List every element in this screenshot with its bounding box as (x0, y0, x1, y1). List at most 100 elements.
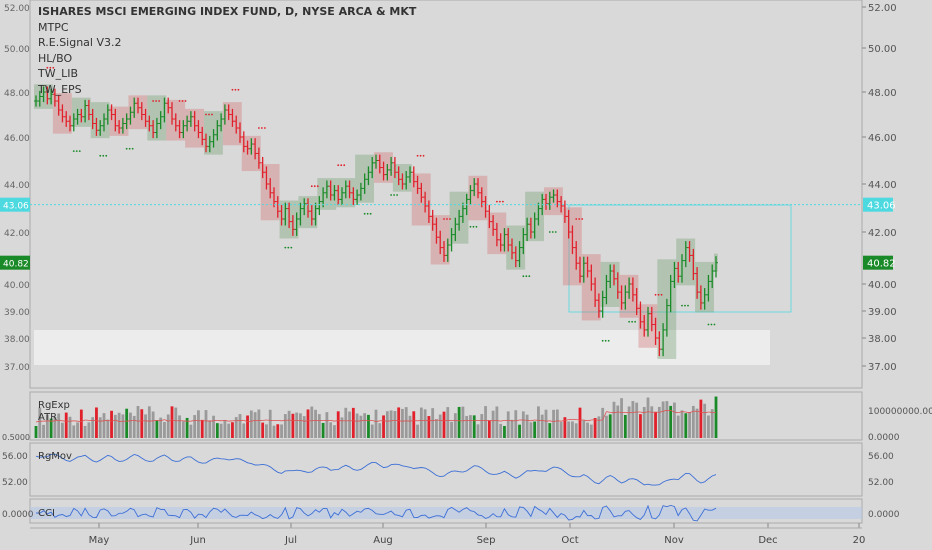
volume-bar (170, 406, 174, 438)
stop-dot (102, 154, 105, 157)
volume-bar (219, 423, 223, 438)
indicator-twlib[interactable]: TW_LIB (38, 67, 79, 80)
atr-line (647, 411, 652, 413)
volume-bar (465, 415, 469, 438)
volume-bar (261, 422, 265, 438)
stop-dot (181, 100, 184, 102)
stop-dot (607, 339, 610, 342)
volume-bar (329, 422, 333, 438)
price-tick-label: 42.00 (868, 228, 897, 239)
left-price-tick-label: 52.00 (4, 4, 30, 14)
volume-bar (521, 411, 525, 438)
indicator-mtpc[interactable]: MTPC (38, 20, 69, 34)
volume-bar (597, 416, 601, 438)
atr-line (704, 411, 709, 414)
signal-box (695, 261, 714, 313)
stop-dot (105, 154, 108, 157)
stop-dot (234, 88, 237, 91)
price-tick-label: 44.00 (868, 180, 897, 191)
volume-bar (552, 409, 555, 438)
atr-line (111, 419, 116, 422)
volume-bar (265, 424, 268, 438)
volume-bar (283, 414, 287, 438)
current-price-label-bg (863, 255, 893, 270)
volume-bar (665, 401, 669, 438)
volume-bar (129, 412, 132, 438)
volume-bar (42, 424, 45, 438)
volume-bar (159, 417, 163, 438)
volume-bar (661, 401, 665, 438)
stop-dot (684, 304, 686, 307)
volume-bar (503, 425, 506, 438)
volume-bar (79, 409, 83, 438)
volume-bar (197, 410, 200, 438)
stop-dot (554, 231, 557, 233)
volume-bar (669, 405, 673, 438)
volume-bar (321, 422, 325, 438)
stop-dot (710, 323, 713, 326)
volume-bar (487, 420, 491, 438)
stop-dot (446, 218, 448, 220)
volume-bar (189, 424, 193, 438)
indicator-hlbo[interactable]: HL/BO (38, 51, 73, 65)
volume-bar (627, 406, 631, 438)
stop-dot (155, 100, 158, 102)
rgmov-label[interactable]: RgMov (38, 451, 72, 462)
price-tick-label: 52.00 (868, 3, 897, 14)
volume-bar (348, 411, 351, 438)
stop-dot (211, 113, 213, 116)
stop-dot (713, 323, 716, 326)
volume-bar (174, 407, 178, 438)
x-tick-label: Aug (373, 535, 393, 546)
volume-bar (340, 417, 344, 438)
rgexp-label[interactable]: RgExp (38, 400, 70, 411)
atr-line (289, 419, 293, 422)
price-tick-label: 39.00 (868, 307, 897, 318)
volume-bar (306, 409, 310, 438)
volume-bar (163, 421, 166, 438)
volume-bar (419, 407, 423, 438)
volume-bar (200, 419, 204, 438)
volume-bar (234, 417, 238, 438)
rgmov-tick-label: 52.00 (868, 478, 894, 488)
cci-label[interactable]: CCI (38, 508, 55, 519)
stop-dot (52, 66, 55, 69)
volume-bar (117, 412, 121, 438)
indicator-tweps[interactable]: TW_EPS (38, 82, 82, 96)
volume-bar (472, 415, 476, 438)
stop-dot (152, 100, 155, 102)
volume-bar (476, 424, 480, 438)
x-tick-label: Sep (477, 535, 496, 546)
volume-bar (646, 397, 650, 438)
volume-bar (378, 423, 382, 438)
chart-title: ISHARES MSCI EMERGING INDEX FUND, D, NYS… (38, 5, 417, 18)
stop-dot (49, 66, 52, 69)
volume-bar (514, 410, 518, 438)
atr-line (190, 420, 195, 422)
volume-bar (559, 422, 563, 438)
volume-bar (495, 406, 499, 438)
volume-bar (310, 406, 314, 438)
volume-bar (287, 410, 291, 438)
volume-bar (491, 410, 495, 438)
volume-bar (393, 410, 397, 438)
volume-bar (435, 419, 438, 438)
atr-line (35, 420, 40, 423)
indicator-resignal[interactable]: R.E.Signal V3.2 (38, 36, 122, 49)
level-price-label: 43.06 (867, 201, 896, 212)
volume-bar (427, 416, 431, 438)
volume-bar (707, 415, 710, 438)
atr-label[interactable]: ATR (38, 412, 58, 423)
volume-bar (423, 409, 427, 438)
left-level-label-bg (0, 197, 30, 212)
atr-line (542, 420, 547, 422)
volume-bar (110, 410, 113, 438)
atr-line (564, 419, 569, 421)
volume-bar (166, 414, 170, 438)
x-tick-label: Jul (284, 535, 297, 546)
stop-dot (313, 185, 316, 188)
stop-dot (78, 150, 81, 153)
atr-line (602, 411, 607, 421)
atr-line (515, 419, 520, 422)
